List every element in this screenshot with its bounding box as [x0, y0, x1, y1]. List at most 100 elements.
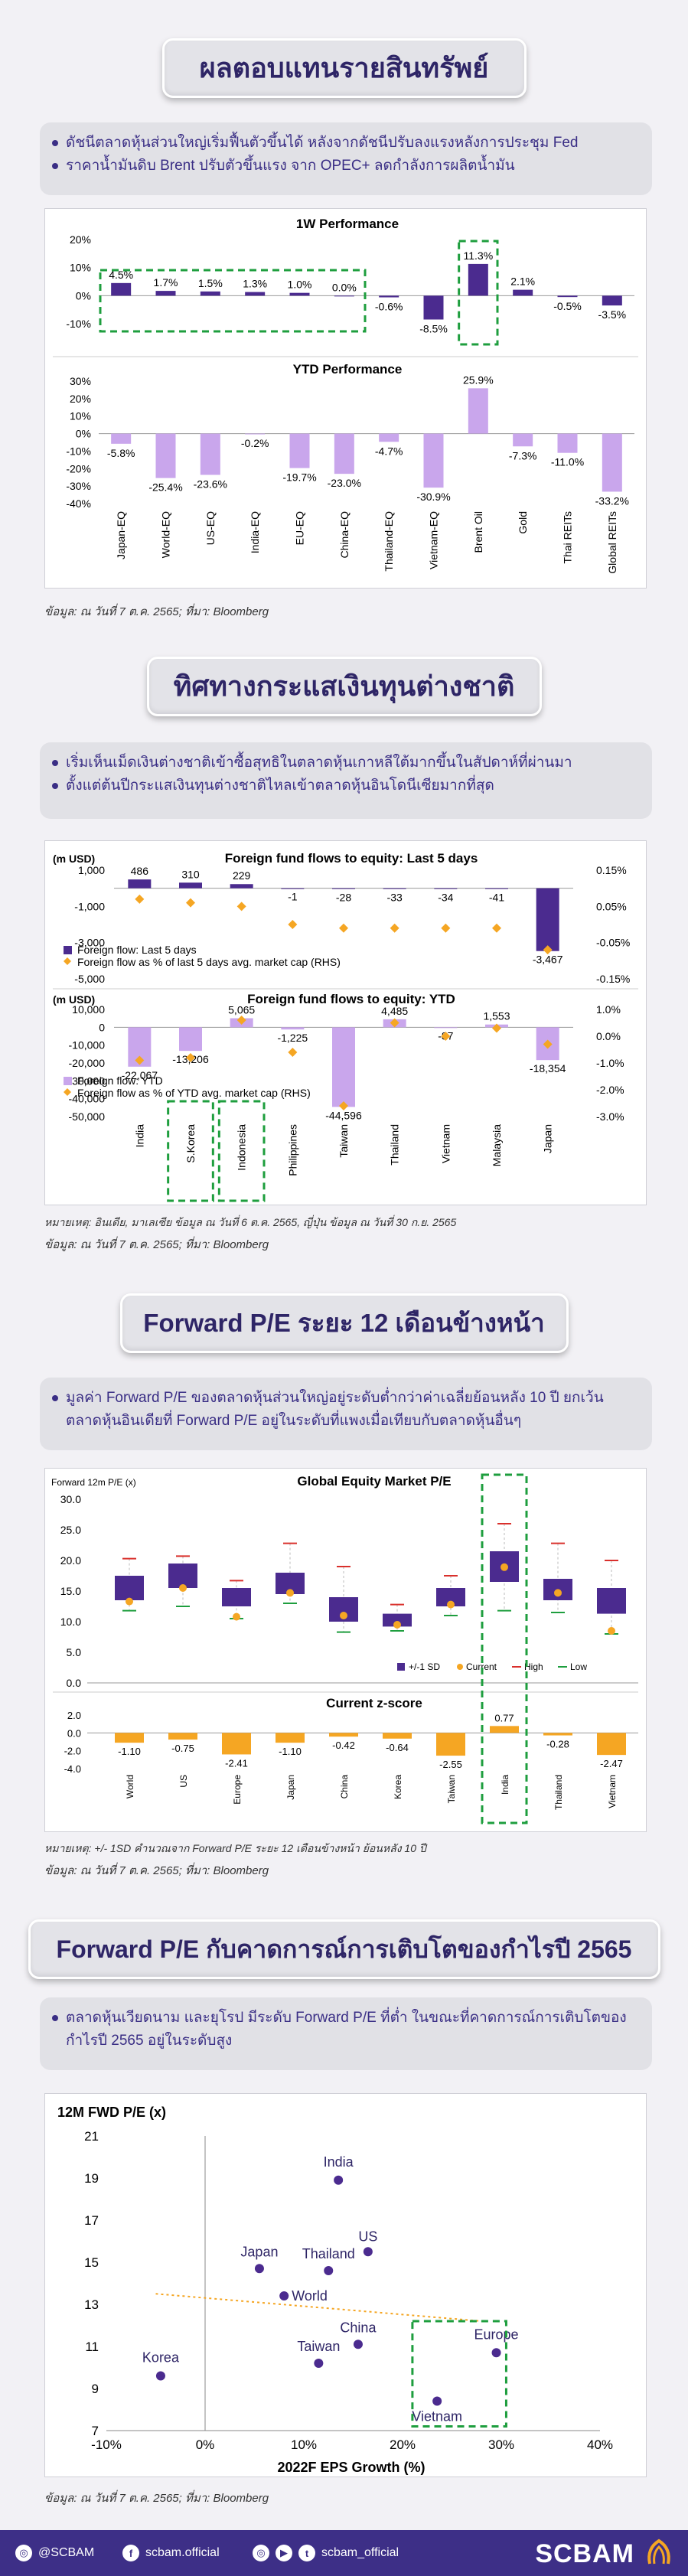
- legend-label: Foreign flow as % of last 5 days avg. ma…: [77, 956, 341, 968]
- y-tick-label: 0%: [76, 428, 91, 440]
- scatter-point: [314, 2359, 324, 2368]
- y-tick-label: -40%: [66, 497, 91, 510]
- bar: [245, 292, 266, 296]
- current-marker: [393, 1621, 401, 1629]
- x-tick-label: Japan-EQ: [115, 511, 127, 559]
- point-label: India: [324, 2154, 354, 2170]
- y-tick-label: 2.0: [67, 1710, 81, 1721]
- highlight-box: [458, 240, 499, 346]
- bar: [334, 433, 354, 474]
- bar: [276, 1733, 305, 1743]
- social-links[interactable]: ◎ ▶ t scbam_official: [253, 2545, 399, 2561]
- current-marker: [233, 1612, 240, 1621]
- legend-swatch: [64, 1077, 72, 1085]
- y-tick-label: 30.0: [60, 1493, 81, 1505]
- point-label: US: [358, 2229, 377, 2244]
- bar: [334, 295, 354, 297]
- bullet-item: ราคาน้ำมันดิบ Brent ปรับตัวขึ้นแรง จาก O…: [52, 155, 637, 178]
- bar: [423, 295, 444, 320]
- legend-label: Low: [570, 1661, 587, 1672]
- y-tick-label: 20%: [70, 393, 91, 405]
- x-tick-label: Taiwan: [337, 1124, 350, 1158]
- rhs-marker: [339, 923, 348, 933]
- bar: [289, 433, 310, 468]
- data-label: -41: [489, 892, 504, 904]
- rhs-tick-label: -3.0%: [596, 1110, 624, 1123]
- data-label: -33: [387, 891, 403, 903]
- bar: [468, 388, 488, 434]
- point-label: Thailand: [302, 2246, 355, 2261]
- highlight-box: [217, 1100, 266, 1202]
- instagram-handle: @SCBAM: [38, 2546, 95, 2559]
- sd-box: [115, 1576, 144, 1600]
- trend-line: [155, 2293, 482, 2322]
- scatter-point: [491, 2348, 501, 2358]
- point-label: Europe: [474, 2327, 519, 2342]
- section-title: ทิศทางกระแสเงินทุนต่างชาติ: [146, 657, 542, 716]
- y-axis-unit: (m USD): [53, 993, 95, 1006]
- data-label: 4.5%: [109, 269, 133, 281]
- rhs-tick-label: 1.0%: [596, 1003, 621, 1016]
- legend-label: Current: [466, 1661, 497, 1672]
- data-label: 0.0%: [332, 281, 357, 293]
- bullet-item: มูลค่า Forward P/E ของตลาดหุ้นส่วนใหญ่อย…: [52, 1387, 637, 1433]
- rhs-tick-label: 0.15%: [596, 864, 627, 876]
- data-label: -22,067: [122, 1069, 158, 1081]
- x-tick-label: Vietnam: [607, 1775, 618, 1808]
- x-tick-label: India-EQ: [249, 511, 261, 553]
- data-label: 0.77: [494, 1712, 514, 1723]
- data-label: -0.5%: [553, 300, 582, 312]
- data-label: 1.7%: [154, 276, 178, 289]
- bar: [383, 1733, 412, 1739]
- bar: [245, 433, 266, 435]
- brand-logo-icon: [647, 2539, 670, 2565]
- data-label: 310: [181, 868, 200, 880]
- bar: [155, 291, 176, 296]
- bar: [179, 1027, 202, 1052]
- data-label: -2.55: [439, 1759, 462, 1770]
- section-title: Forward P/E กับคาดการณ์การเติบโตของกำไรป…: [28, 1919, 660, 1979]
- x-tick-label: India: [133, 1124, 145, 1148]
- legend-label: +/-1 SD: [409, 1661, 440, 1672]
- scatter-point: [432, 2396, 442, 2406]
- chart-title: YTD Performance: [293, 362, 403, 377]
- chart-title: Current z-score: [326, 1696, 422, 1710]
- y-tick-label: 10,000: [72, 1003, 105, 1016]
- data-label: -28: [336, 891, 351, 903]
- data-label: -11.0%: [551, 456, 584, 468]
- x-tick-label: Brent Oil: [472, 511, 484, 553]
- scatter-point: [254, 2264, 264, 2274]
- x-tick-label: Taiwan: [446, 1775, 457, 1803]
- y-tick-label: 10%: [70, 262, 91, 274]
- legend-marker: [64, 957, 71, 965]
- y-tick-label: 5.0: [67, 1646, 82, 1658]
- y-tick-label: 9: [92, 2382, 99, 2396]
- y-tick-label: 25.0: [60, 1524, 81, 1536]
- instagram-link[interactable]: ◎ @SCBAM: [15, 2545, 94, 2561]
- y-tick-label: 1,000: [78, 864, 105, 876]
- highlight-box: [411, 2320, 507, 2428]
- rhs-marker: [236, 1016, 246, 1025]
- bar: [230, 884, 253, 889]
- legend-marker: [64, 1088, 71, 1096]
- y-tick-label: -4.0: [64, 1763, 81, 1775]
- data-label: 486: [131, 865, 149, 877]
- current-marker: [286, 1589, 294, 1597]
- legend-swatch: [397, 1663, 405, 1671]
- bullet-item: ดัชนีตลาดหุ้นส่วนใหญ่เริ่มฟื้นตัวขึ้นได้…: [52, 132, 637, 155]
- source-note: ข้อมูล: ณ วันที่ 7 ต.ค. 2565; ที่มา: Blo…: [44, 1864, 269, 1877]
- facebook-link[interactable]: f scbam.official: [122, 2545, 220, 2561]
- performance-chart: 1W Performance 20% 10% 0% -10% 4.5% 1.7% 1.5% 1.…: [44, 208, 647, 589]
- scatter-point: [279, 2291, 289, 2300]
- rhs-marker: [288, 1048, 298, 1057]
- scatter-point: [353, 2340, 363, 2349]
- y-tick-label: 10%: [70, 410, 91, 422]
- x-tick-label: US: [178, 1775, 189, 1788]
- legend-marker: [457, 1664, 463, 1670]
- highlight-box: [167, 1100, 214, 1202]
- pe-chart-svg: Forward 12m P/E (x) Global Equity Market …: [51, 1473, 638, 1824]
- data-label: -1: [288, 891, 298, 903]
- x-axis-title: 2022F EPS Growth (%): [277, 2460, 425, 2475]
- y-tick-label: -40,000: [69, 1093, 106, 1105]
- footnote: หมายเหตุ: +/- 1SD คำนวณจาก Forward P/E ร…: [44, 1842, 426, 1854]
